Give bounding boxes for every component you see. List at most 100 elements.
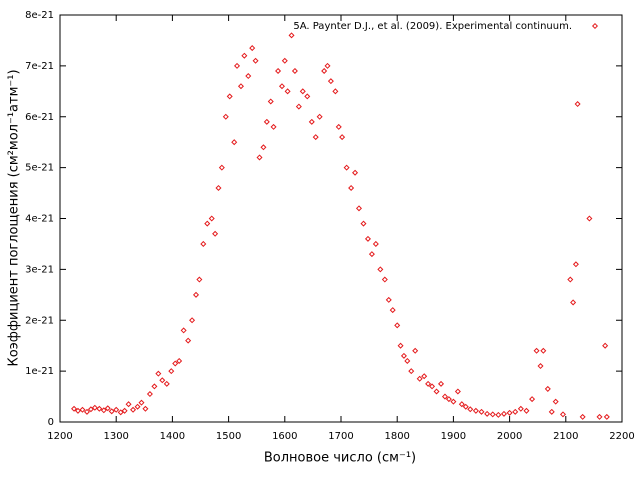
data-point: [256, 154, 263, 161]
data-point: [586, 215, 593, 222]
x-tick-label: 1800: [384, 431, 409, 442]
data-point: [458, 401, 465, 408]
data-point: [364, 235, 371, 242]
x-tick-label: 2200: [609, 431, 634, 442]
data-point: [260, 144, 267, 151]
data-point: [478, 408, 485, 415]
data-point: [579, 413, 586, 420]
x-tick-label: 1500: [216, 431, 241, 442]
data-point: [83, 408, 90, 415]
data-point: [352, 169, 359, 176]
data-point: [321, 67, 328, 74]
data-point: [252, 57, 259, 64]
data-point: [512, 408, 519, 415]
data-point: [596, 413, 603, 420]
data-point: [570, 299, 577, 306]
x-tick-label: 1400: [160, 431, 185, 442]
y-tick-label: 2e-21: [25, 315, 54, 326]
data-point: [540, 347, 547, 354]
data-point: [249, 45, 256, 52]
data-point: [125, 401, 132, 408]
x-tick-label: 2100: [553, 431, 578, 442]
y-tick-label: 5e-21: [25, 163, 54, 174]
data-point: [523, 407, 530, 414]
y-tick-label: 6e-21: [25, 112, 54, 123]
data-point: [397, 342, 404, 349]
data-point: [495, 411, 502, 418]
x-tick-label: 2000: [497, 431, 522, 442]
data-point: [529, 396, 536, 403]
data-point: [324, 62, 331, 69]
data-point: [548, 408, 555, 415]
data-point: [200, 240, 207, 247]
data-point: [327, 78, 334, 85]
data-point: [368, 251, 375, 258]
data-point: [533, 347, 540, 354]
data-point: [192, 291, 200, 298]
y-tick-label: 3e-21: [25, 264, 54, 275]
data-point: [278, 83, 285, 90]
data-point: [441, 393, 448, 400]
y-tick-label: 0: [48, 417, 54, 428]
data-point: [185, 337, 192, 344]
data-point: [159, 377, 166, 384]
data-point: [87, 406, 94, 413]
y-tick-label: 7e-21: [25, 61, 54, 72]
data-point: [104, 405, 111, 412]
data-point: [372, 240, 379, 247]
data-point: [275, 67, 282, 74]
data-point: [189, 317, 196, 324]
data-point: [212, 230, 219, 237]
data-point: [343, 164, 350, 171]
data-point: [267, 98, 274, 105]
data-point: [433, 388, 440, 395]
data-point: [151, 383, 158, 390]
data-point: [130, 406, 137, 413]
data-point: [270, 123, 277, 130]
data-point: [176, 357, 183, 364]
data-point: [71, 405, 78, 412]
data-point: [544, 385, 551, 392]
data-point: [559, 411, 566, 418]
data-point: [208, 215, 215, 222]
data-point: [121, 407, 128, 414]
data-point: [155, 370, 162, 377]
y-tick-label: 4e-21: [25, 214, 54, 225]
data-point: [335, 123, 342, 130]
data-point: [467, 406, 474, 413]
data-point: [222, 113, 229, 120]
data-point: [445, 396, 452, 403]
data-point: [218, 164, 225, 171]
data-point: [429, 383, 436, 390]
data-point: [348, 184, 355, 191]
data-point: [506, 409, 513, 416]
data-point: [304, 93, 311, 100]
data-point: [288, 32, 295, 39]
data-point: [360, 220, 367, 227]
data-point: [204, 220, 211, 227]
data-point: [142, 405, 149, 412]
data-point: [381, 276, 388, 283]
data-point: [281, 57, 288, 64]
data-point: [299, 88, 306, 95]
data-point: [168, 368, 175, 375]
data-point: [295, 103, 302, 110]
data-point: [146, 391, 153, 398]
data-point: [484, 410, 491, 417]
data-point: [603, 413, 610, 420]
data-point: [332, 88, 339, 95]
data-point: [462, 403, 469, 410]
data-point: [108, 408, 115, 415]
data-point: [517, 405, 524, 412]
data-point: [377, 266, 384, 273]
data-point: [312, 134, 319, 141]
data-point: [454, 388, 461, 395]
data-point: [552, 398, 559, 405]
data-point: [231, 139, 238, 146]
data-point: [438, 380, 445, 387]
data-point: [416, 375, 423, 382]
y-tick-label: 1e-21: [25, 366, 54, 377]
data-point: [537, 363, 544, 370]
data-point: [355, 205, 362, 212]
